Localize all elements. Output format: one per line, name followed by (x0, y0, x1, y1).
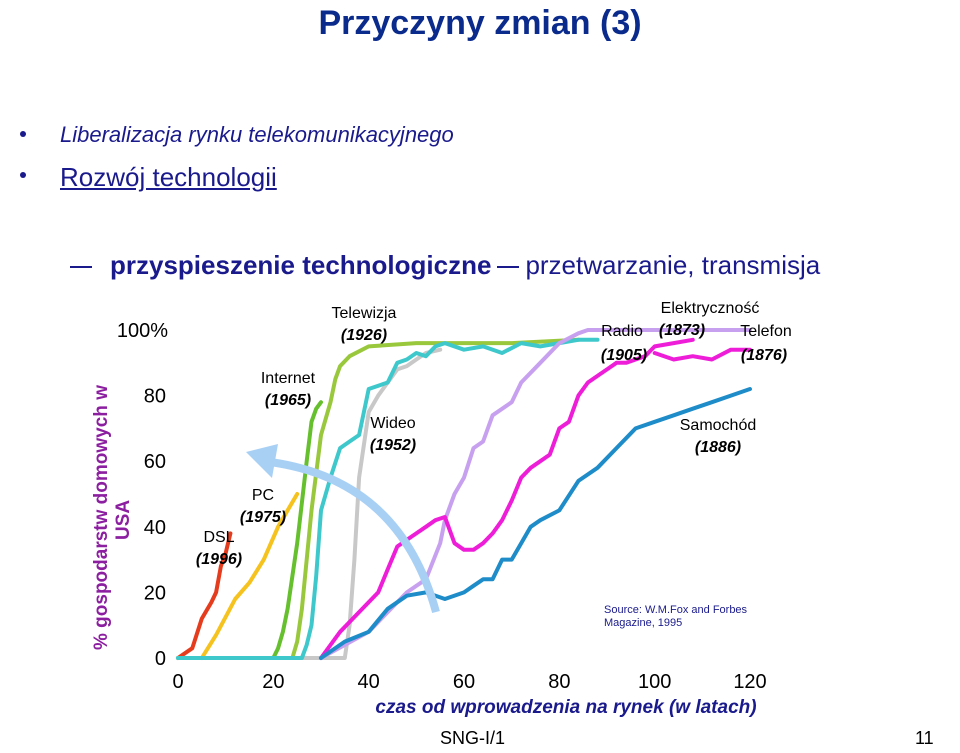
x-axis-label: czas od wprowadzenia na rynek (w latach) (375, 697, 756, 718)
sub-rest: przetwarzanie, transmisja (525, 250, 821, 280)
arrow-head (246, 444, 278, 478)
source-note-1: Source: W.M.Fox and Forbes (604, 604, 748, 616)
label-year-wideo: (1952) (370, 437, 416, 454)
footer-code: SNG-I/1 (440, 728, 506, 748)
slide-title: Przyczyny zmian (3) (318, 4, 642, 42)
bullet-text: Liberalizacja rynku telekomunikacyjnego (60, 122, 454, 147)
label-year-radio: (1905) (601, 347, 647, 364)
label-year-dsl: (1996) (196, 551, 242, 568)
series-line-pc (199, 492, 300, 660)
x-tick-label: 80 (548, 671, 570, 693)
series-lines (176, 328, 752, 660)
dash-marker (70, 266, 92, 269)
y-axis-label-group: % gospodarstw domowych wUSA (91, 385, 134, 650)
dash-separator (497, 266, 520, 269)
bullet-link[interactable]: Rozwój technologii (60, 162, 277, 192)
label-wideo: Wideo (370, 415, 415, 432)
series-line-wideo (176, 347, 443, 660)
page-number: 11 (915, 728, 934, 748)
arrow-shape (246, 444, 440, 614)
series-labels: Internet (1965) Telewizja (1926) Wideo (1952)… (196, 300, 792, 568)
label-telefon: Telefon (740, 323, 792, 340)
label-elektrycznosc: Elektryczność (661, 300, 760, 317)
x-tick-label: 60 (453, 671, 475, 693)
label-year-samochod: (1886) (695, 439, 741, 456)
label-year-pc: (1975) (240, 509, 286, 526)
sub-bullet: przyspieszenie technologiczne przetwarzan… (70, 250, 820, 281)
label-year-telefon: (1876) (741, 347, 787, 364)
y-ticks: 0 20 40 60 80 100% (117, 320, 168, 670)
series-line-internet (176, 400, 323, 660)
y-tick-label: 20 (144, 582, 166, 604)
y-tick-label: 0 (155, 648, 166, 670)
label-internet: Internet (261, 370, 316, 387)
label-year-internet: (1965) (265, 392, 311, 409)
y-tick-label: 40 (144, 517, 166, 539)
sub-bold: przyspieszenie technologiczne (110, 250, 492, 280)
x-tick-label: 20 (262, 671, 284, 693)
label-samochod: Samochód (680, 417, 757, 434)
bullet-dot (20, 131, 26, 137)
y-tick-label: 80 (144, 386, 166, 408)
arrow-curve (269, 458, 440, 614)
label-year-elektrycznosc: (1873) (659, 322, 705, 339)
label-telewizja: Telewizja (332, 305, 397, 322)
series-line-kablówka (176, 337, 600, 660)
y-axis-label: % gospodarstw domowych wUSA (91, 385, 134, 650)
series-line-elektryczność (319, 328, 752, 660)
source-note-2: Magazine, 1995 (604, 617, 682, 629)
series-line-telefon (652, 347, 752, 362)
x-ticks: 0 20 40 60 80 100 120 (172, 671, 766, 693)
label-radio: Radio (601, 323, 643, 340)
x-tick-label: 120 (733, 671, 766, 693)
label-year-telewizja: (1926) (341, 327, 387, 344)
x-tick-label: 100 (638, 671, 671, 693)
bullet-dot (20, 172, 26, 178)
y-tick-label: 60 (144, 451, 166, 473)
label-dsl: DSL (203, 529, 234, 546)
label-pc: PC (252, 487, 274, 504)
x-tick-label: 40 (358, 671, 380, 693)
series-line-samochód (319, 387, 752, 660)
series-line-dsl (176, 531, 233, 660)
y-tick-label: 100% (117, 320, 168, 342)
x-tick-label: 0 (172, 671, 183, 693)
